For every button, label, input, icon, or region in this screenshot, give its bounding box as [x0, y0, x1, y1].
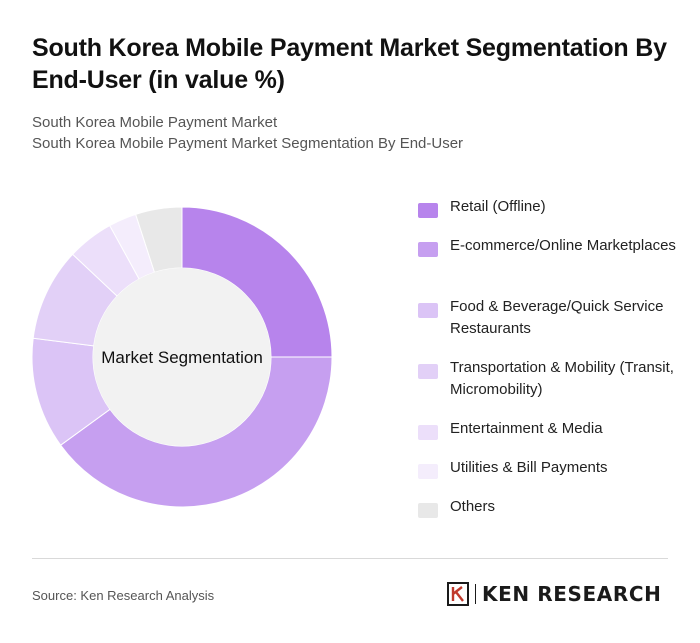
legend-swatch [418, 203, 438, 218]
legend-item: Utilities & Bill Payments [418, 457, 683, 479]
subtitle-line-1: South Korea Mobile Payment Market [32, 114, 278, 131]
legend-item: Entertainment & Media [418, 418, 683, 440]
legend-item: Food & Beverage/Quick Service Restaurant… [418, 296, 683, 340]
chart-title: South Korea Mobile Payment Market Segmen… [32, 34, 667, 94]
legend-label: Retail (Offline) [450, 198, 546, 215]
brand-logo: KEN RESEARCH [447, 582, 662, 606]
legend-swatch [418, 425, 438, 440]
legend-swatch [418, 364, 438, 379]
source-note: Source: Ken Research Analysis [32, 588, 215, 603]
subtitle-line-2: South Korea Mobile Payment Market Segmen… [32, 135, 464, 152]
ken-research-logo-icon [447, 582, 469, 606]
legend-swatch [418, 464, 438, 479]
legend-label: E-commerce/Online Marketplaces [450, 237, 676, 254]
legend-swatch [418, 242, 438, 257]
legend-label: Food & Beverage/Quick Service Restaurant… [450, 298, 664, 337]
legend-swatch [418, 503, 438, 518]
donut-center [93, 268, 271, 446]
brand-name: KEN RESEARCH [482, 582, 662, 606]
legend-label: Utilities & Bill Payments [450, 459, 608, 476]
legend-label: Others [450, 498, 496, 515]
legend-item: Retail (Offline) [418, 196, 683, 218]
donut-center-label: Market Segmentation [101, 348, 263, 367]
donut-chart: Market Segmentation [31, 206, 333, 508]
chart-subtitle: South Korea Mobile Payment Market South … [32, 112, 672, 154]
footer-divider [32, 558, 668, 559]
donut-slice [59, 356, 333, 508]
legend-item: Transportation & Mobility (Transit, Micr… [418, 357, 683, 401]
legend-item: E-commerce/Online Marketplaces [418, 235, 683, 257]
brand-separator [475, 584, 476, 604]
legend-label: Entertainment & Media [450, 420, 603, 437]
legend-swatch [418, 303, 438, 318]
legend-item: Others [418, 496, 683, 518]
legend-label: Transportation & Mobility (Transit, Micr… [450, 359, 674, 398]
